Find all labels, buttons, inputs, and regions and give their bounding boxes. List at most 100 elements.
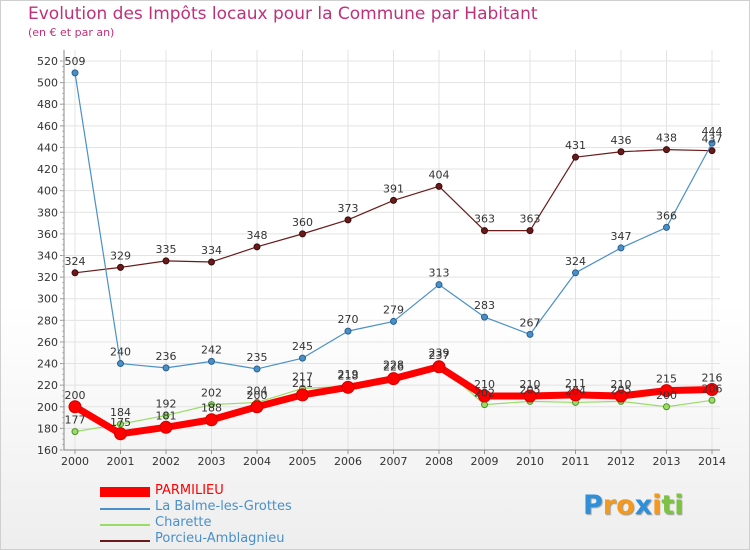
data-label-charette: 200 — [656, 389, 677, 402]
data-point-porcieu-amblagnieu — [71, 269, 79, 277]
data-point-parmilieu — [341, 380, 355, 394]
logo-letter: r — [602, 490, 617, 521]
logo-letter: x — [634, 490, 653, 521]
x-tick-label: 2011 — [562, 455, 590, 468]
data-label-charette: 205 — [520, 383, 541, 396]
data-point-charette — [708, 396, 716, 404]
data-point-porcieu-amblagnieu — [117, 263, 124, 271]
y-tick-label: 360 — [37, 228, 58, 241]
legend-label-parmilieu: PARMILIEU — [155, 483, 224, 498]
data-label-porcieu-amblagnieu: 329 — [110, 249, 131, 262]
data-label-charette: 177 — [65, 414, 86, 427]
data-label-porcieu-amblagnieu: 436 — [611, 134, 632, 147]
data-label-charette: 184 — [110, 406, 131, 419]
y-tick-label: 220 — [37, 379, 58, 392]
x-tick-label: 2002 — [152, 455, 180, 468]
data-point-porcieu-amblagnieu — [208, 258, 215, 266]
data-label-porcieu-amblagnieu: 437 — [702, 133, 723, 146]
data-label-la-balme-les-grottes: 242 — [201, 343, 222, 356]
data-label-la-balme-les-grottes: 279 — [383, 303, 404, 316]
data-point-porcieu-amblagnieu — [481, 227, 488, 235]
x-tick-label: 2001 — [107, 455, 135, 468]
legend-label-porcieu-amblagnieu: Porcieu-Amblagnieu — [155, 531, 285, 546]
data-point-porcieu-amblagnieu — [253, 243, 261, 251]
x-tick-label: 2014 — [698, 455, 726, 468]
data-label-la-balme-les-grottes: 347 — [611, 230, 632, 243]
data-point-la-balme-les-grottes — [435, 281, 443, 289]
data-point-porcieu-amblagnieu — [526, 227, 534, 235]
data-point-parmilieu — [205, 413, 218, 427]
x-tick-label: 2007 — [380, 455, 408, 468]
data-label-parmilieu: 215 — [656, 373, 677, 386]
x-tick-label: 2008 — [425, 455, 453, 468]
data-point-la-balme-les-grottes — [299, 354, 306, 362]
data-label-porcieu-amblagnieu: 373 — [338, 202, 359, 215]
legend-label-charette: Charette — [155, 515, 212, 530]
data-label-porcieu-amblagnieu: 363 — [474, 213, 495, 226]
data-point-porcieu-amblagnieu — [708, 147, 716, 155]
data-point-charette — [481, 401, 488, 409]
x-tick-label: 2005 — [289, 455, 317, 468]
data-point-porcieu-amblagnieu — [435, 182, 443, 190]
data-label-la-balme-les-grottes: 366 — [656, 209, 677, 222]
data-point-parmilieu — [705, 382, 719, 396]
data-label-parmilieu: 237 — [429, 349, 450, 362]
data-label-charette: 202 — [474, 387, 495, 400]
logo-letter: i — [674, 490, 684, 521]
data-label-parmilieu: 210 — [611, 378, 632, 391]
data-label-parmilieu: 210 — [520, 378, 541, 391]
data-point-porcieu-amblagnieu — [572, 153, 579, 161]
data-point-porcieu-amblagnieu — [299, 230, 306, 238]
data-label-charette: 204 — [247, 384, 268, 397]
proxiti-logo: Proxiti — [583, 490, 684, 521]
x-tick-label: 2009 — [471, 455, 499, 468]
data-point-la-balme-les-grottes — [162, 364, 170, 372]
data-label-charette: 228 — [383, 359, 404, 372]
x-tick-label: 2010 — [516, 455, 544, 468]
data-point-porcieu-amblagnieu — [617, 148, 625, 156]
data-label-porcieu-amblagnieu: 438 — [656, 132, 677, 145]
data-point-parmilieu — [523, 389, 537, 403]
legend-swatch-porcieu-amblagnieu — [100, 540, 150, 542]
data-label-la-balme-les-grottes: 509 — [65, 55, 86, 68]
data-point-parmilieu — [478, 389, 491, 403]
data-point-parmilieu — [114, 427, 127, 441]
data-point-parmilieu — [68, 400, 82, 414]
data-point-la-balme-les-grottes — [253, 365, 261, 373]
data-point-parmilieu — [159, 420, 173, 434]
data-label-porcieu-amblagnieu: 431 — [565, 139, 586, 152]
data-point-parmilieu — [250, 400, 264, 414]
y-tick-label: 380 — [37, 206, 58, 219]
data-point-parmilieu — [614, 389, 628, 403]
data-point-porcieu-amblagnieu — [663, 146, 670, 154]
data-label-porcieu-amblagnieu: 391 — [383, 182, 404, 195]
y-tick-label: 420 — [37, 163, 58, 176]
y-tick-label: 160 — [37, 444, 58, 457]
logo-letter: o — [616, 490, 635, 521]
data-point-porcieu-amblagnieu — [390, 196, 397, 204]
data-point-la-balme-les-grottes — [526, 330, 534, 338]
data-point-la-balme-les-grottes — [117, 360, 124, 368]
y-tick-label: 180 — [37, 422, 58, 435]
data-label-porcieu-amblagnieu: 404 — [429, 168, 450, 181]
data-point-la-balme-les-grottes — [663, 223, 670, 231]
data-label-parmilieu: 181 — [156, 409, 177, 422]
data-label-la-balme-les-grottes: 283 — [474, 299, 495, 312]
data-label-charette: 239 — [429, 347, 450, 360]
y-tick-label: 400 — [37, 185, 58, 198]
data-label-parmilieu: 216 — [702, 371, 723, 384]
x-tick-label: 2000 — [61, 455, 89, 468]
data-label-parmilieu: 175 — [110, 416, 131, 429]
data-point-la-balme-les-grottes — [572, 269, 579, 277]
y-tick-label: 240 — [37, 358, 58, 371]
data-label-parmilieu: 211 — [565, 377, 586, 390]
chart-title: Evolution des Impôts locaux pour la Comm… — [28, 4, 538, 24]
y-tick-label: 440 — [37, 141, 58, 154]
data-label-parmilieu: 226 — [383, 361, 404, 374]
data-label-porcieu-amblagnieu: 360 — [292, 216, 313, 229]
data-label-charette: 217 — [292, 370, 313, 383]
data-label-porcieu-amblagnieu: 335 — [156, 243, 177, 256]
y-tick-label: 320 — [37, 271, 58, 284]
data-label-charette: 192 — [156, 397, 177, 410]
